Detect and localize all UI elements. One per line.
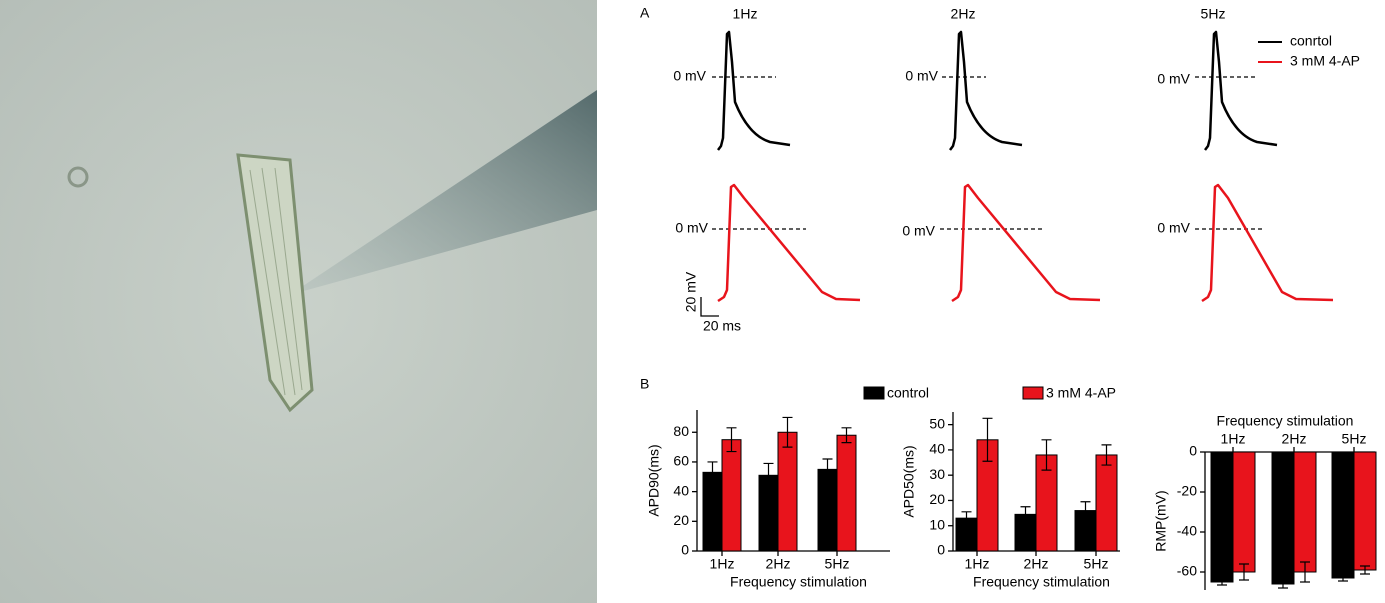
scale-label: 20 ms: [703, 318, 741, 334]
zero-label: 0 mV: [905, 68, 938, 84]
zero-label: 0 mV: [673, 68, 706, 84]
x-tick-label: 2Hz: [766, 556, 791, 572]
frequency-title: 1Hz: [733, 6, 758, 22]
traces: [717, 30, 1334, 303]
error-bar: [1338, 574, 1348, 582]
error-bar: [1020, 506, 1031, 523]
y-axis-label: RMP(mV): [1153, 490, 1169, 551]
y-tick-label: 20: [673, 512, 689, 528]
error-bar: [763, 462, 774, 488]
y-tick-label: 30: [929, 466, 945, 482]
error-bar: [707, 461, 718, 484]
ap-trace: [1201, 183, 1334, 303]
error-bar: [1217, 578, 1227, 586]
bar: [1271, 451, 1295, 585]
legend-swatch: [1022, 386, 1044, 400]
error-bar: [1101, 444, 1112, 466]
y-axis-label: APD90(ms): [646, 444, 662, 516]
y-tick-label: 80: [673, 423, 689, 439]
y-tick-label: 50: [929, 415, 945, 431]
ap-trace: [717, 183, 861, 303]
bar: [777, 431, 798, 552]
control-trace: [717, 30, 791, 151]
legend-label: 3 mM 4-AP: [1046, 385, 1116, 401]
x-axis-label: Frequency stimulation: [1217, 413, 1354, 429]
zero-lines: [712, 76, 1262, 230]
x-tick-label: 2Hz: [1024, 556, 1049, 572]
zero-label: 0 mV: [1157, 71, 1190, 87]
bar: [1095, 454, 1118, 552]
error-bar: [1080, 501, 1091, 521]
bar: [836, 434, 857, 552]
y-axis-label: APD50(ms): [901, 445, 917, 517]
y-tick-label: -20: [1177, 483, 1197, 499]
y-tick-label: 10: [929, 516, 945, 532]
scale-bar: 20 mV 20 ms: [683, 271, 741, 334]
bar: [1331, 451, 1355, 579]
panel-label: B: [640, 376, 649, 392]
frequency-title: 5Hz: [1201, 6, 1226, 22]
frequency-title: 2Hz: [951, 6, 976, 22]
scale-label: 20 mV: [683, 271, 699, 312]
error-bar: [961, 511, 972, 526]
legend-label: 3 mM 4-AP: [1290, 53, 1360, 69]
ap-trace: [951, 183, 1101, 303]
bar: [702, 471, 723, 552]
zero-label: 0 mV: [675, 220, 708, 236]
bar: [817, 468, 838, 552]
x-tick-label: 1Hz: [1221, 431, 1246, 447]
x-tick-label: 5Hz: [1342, 431, 1367, 447]
control-trace: [949, 30, 1023, 151]
panel-label: A: [640, 5, 650, 21]
zero-label: 0 mV: [1157, 220, 1190, 236]
y-tick-label: -60: [1177, 563, 1197, 579]
x-tick-label: 5Hz: [1084, 556, 1109, 572]
error-bar: [822, 458, 833, 481]
error-bar: [726, 427, 737, 453]
y-tick-label: 20: [929, 491, 945, 507]
x-tick-label: 5Hz: [825, 556, 850, 572]
error-bar: [1278, 579, 1288, 589]
error-bar: [1239, 563, 1249, 581]
y-tick-label: 0: [1189, 443, 1197, 459]
bar: [1210, 451, 1234, 583]
bar: [1232, 451, 1256, 573]
error-bar: [982, 417, 993, 462]
legend-label: control: [887, 385, 929, 401]
y-tick-label: 40: [929, 441, 945, 457]
error-bar: [1041, 439, 1052, 471]
x-tick-label: 1Hz: [965, 556, 990, 572]
bar: [721, 439, 742, 552]
bar: [1293, 451, 1317, 573]
y-tick-label: 0: [681, 542, 689, 558]
y-tick-label: 0: [937, 542, 945, 558]
y-tick-label: 60: [673, 453, 689, 469]
bar: [1353, 451, 1377, 571]
x-axis-label: Frequency stimulation: [973, 574, 1110, 590]
y-tick-label: 40: [673, 482, 689, 498]
x-tick-label: 1Hz: [710, 556, 735, 572]
error-bar: [841, 427, 852, 444]
control-trace: [1204, 30, 1278, 151]
y-tick-label: -40: [1177, 523, 1197, 539]
error-bar: [1300, 561, 1310, 583]
error-bar: [782, 416, 793, 448]
zero-label: 0 mV: [902, 223, 935, 239]
legend-swatch: [863, 386, 885, 400]
trace-legend: conrtol 3 mM 4-AP: [1258, 33, 1360, 69]
x-tick-label: 2Hz: [1282, 431, 1307, 447]
legend-label: conrtol: [1290, 33, 1332, 49]
x-axis-label: Frequency stimulation: [730, 574, 867, 590]
error-bar: [1360, 565, 1370, 575]
micrograph: [0, 0, 597, 603]
